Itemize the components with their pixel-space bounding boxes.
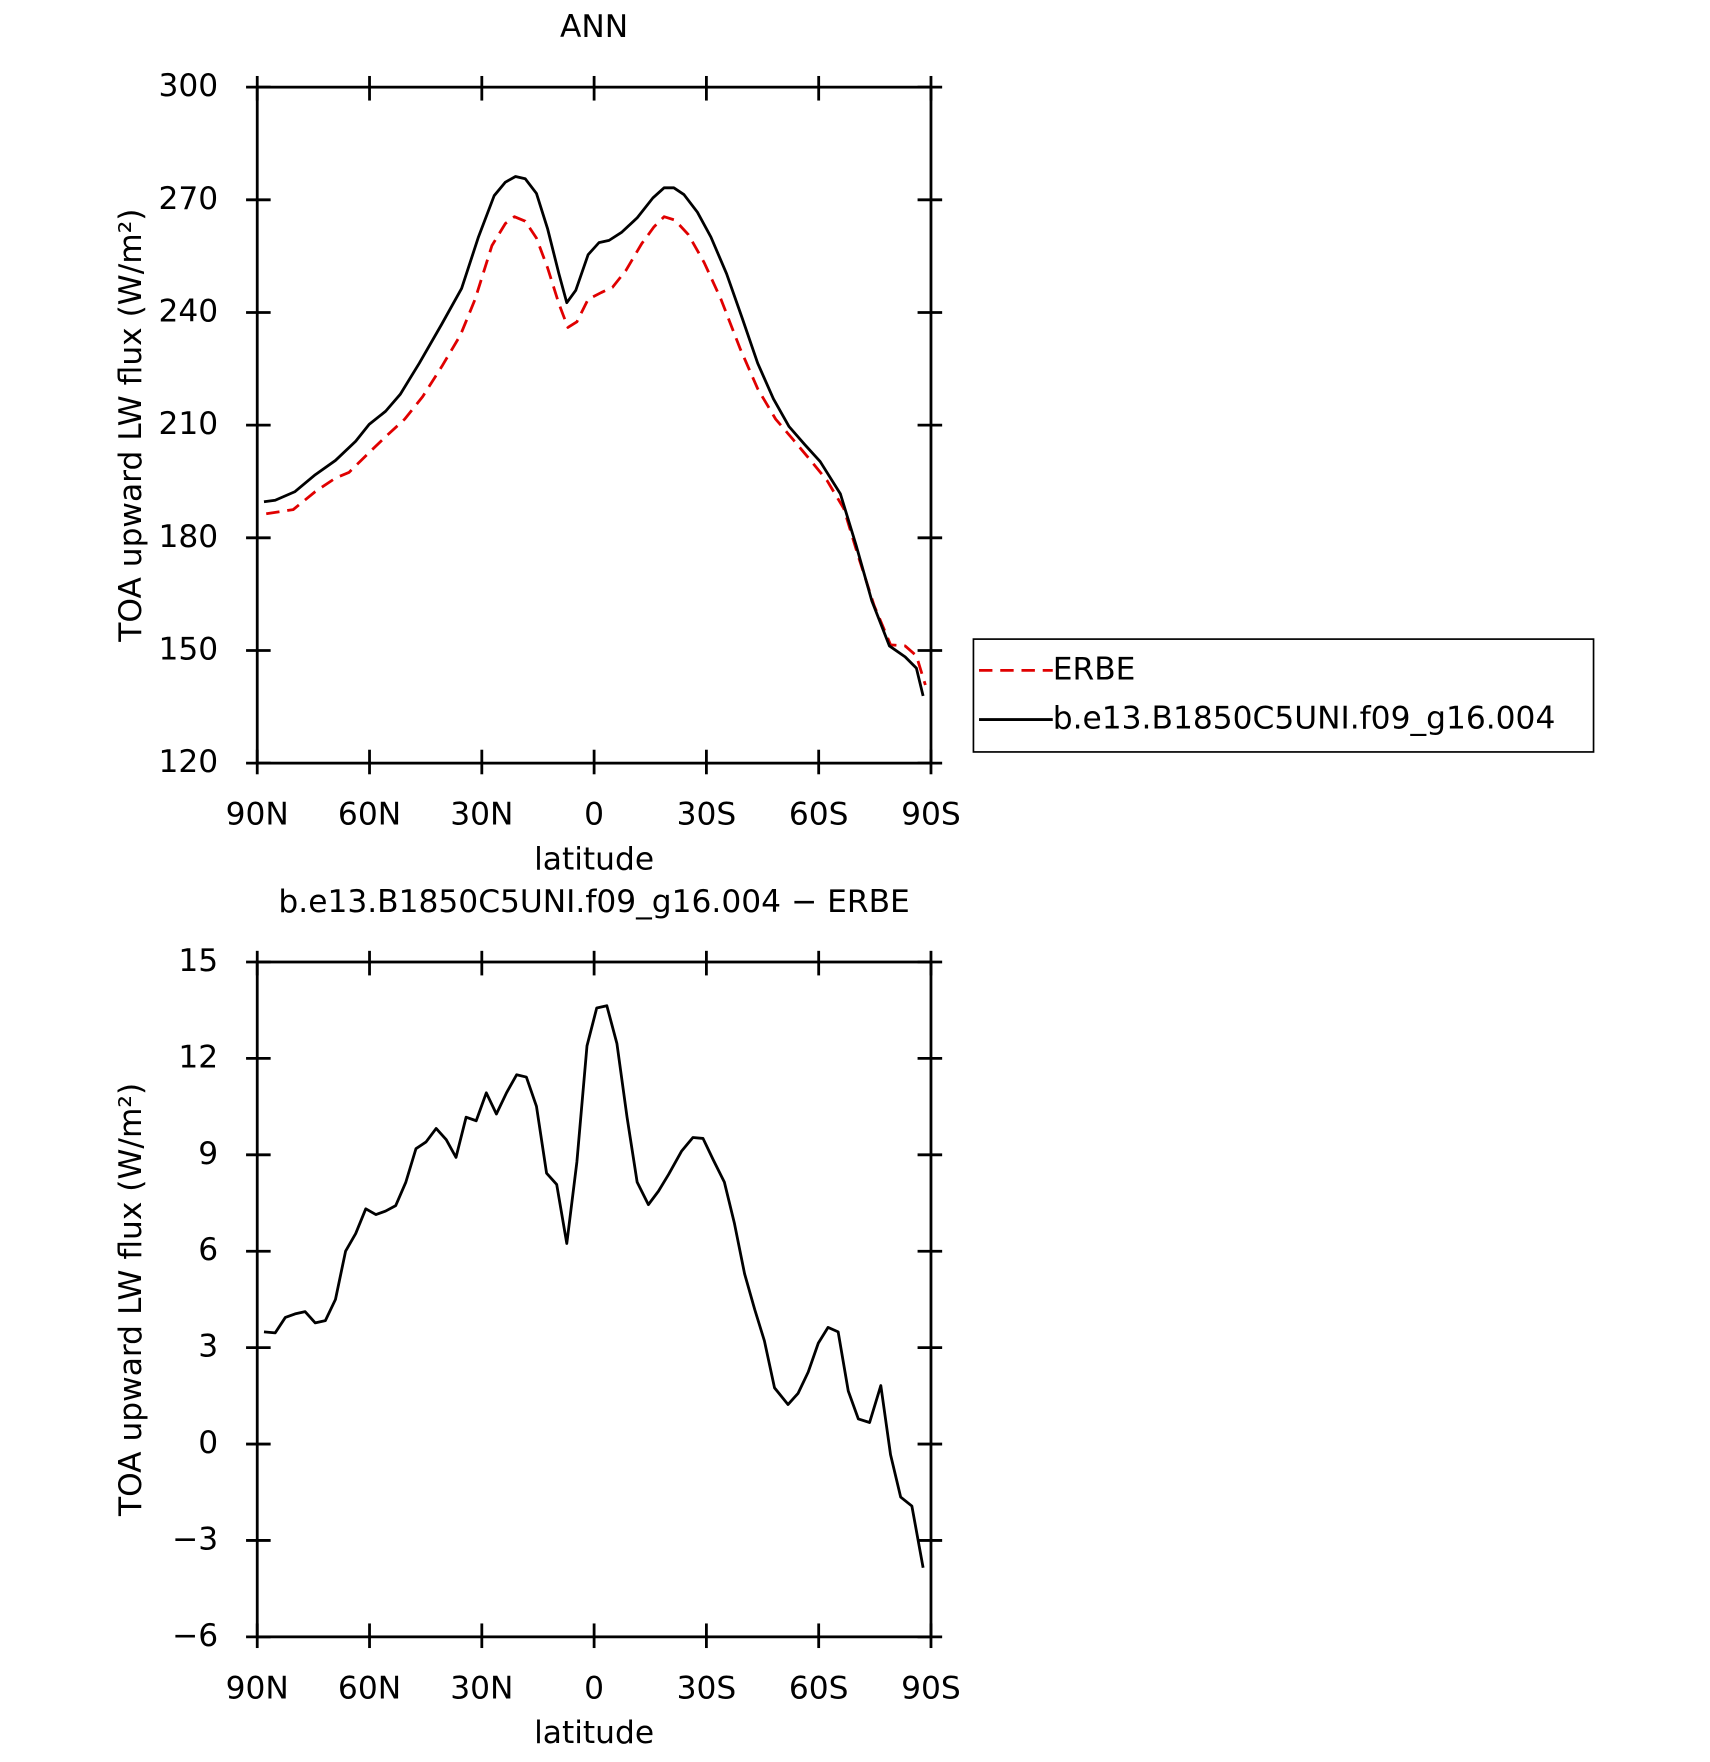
y-tick-label: 270 (158, 181, 218, 217)
x-tick-label: 60S (789, 1670, 849, 1706)
x-tick-label: 0 (584, 1670, 604, 1706)
y-tick-label: 300 (158, 68, 218, 104)
chart-title: b.e13.B1850C5UNI.f09_g16.004 − ERBE (278, 884, 909, 920)
legend-label: ERBE (1053, 651, 1136, 687)
x-tick-label: 30N (450, 1670, 513, 1706)
plot-frame (255, 960, 933, 1639)
y-tick-label: 150 (158, 631, 218, 667)
x-tick-label: 60N (338, 1670, 401, 1706)
y-tick-label: 6 (198, 1232, 218, 1268)
x-tick-label: 30S (677, 797, 737, 833)
y-axis-label: TOA upward LW flux (W/m²) (113, 1083, 149, 1517)
chart-title: ANN (560, 9, 628, 45)
legend-label: b.e13.B1850C5UNI.f09_g16.004 (1053, 701, 1556, 737)
plot-frame (255, 85, 933, 765)
y-tick-label: −6 (172, 1618, 218, 1654)
x-axis-label: latitude (534, 841, 654, 877)
x-tick-label: 0 (584, 797, 604, 833)
x-axis-label: latitude (534, 1715, 654, 1751)
x-tick-label: 90N (226, 1670, 289, 1706)
x-tick-label: 60S (789, 797, 849, 833)
data-line (266, 215, 927, 686)
y-tick-label: 180 (158, 519, 218, 555)
y-axis-label: TOA upward LW flux (W/m²) (113, 209, 149, 643)
y-tick-label: 15 (178, 943, 218, 979)
y-tick-label: 240 (158, 293, 218, 329)
x-tick-label: 90S (901, 1670, 961, 1706)
x-tick-label: 30N (450, 797, 513, 833)
legend-box (972, 638, 1595, 753)
x-tick-label: 90N (226, 797, 289, 833)
y-tick-label: 120 (158, 744, 218, 780)
y-tick-label: −3 (172, 1521, 218, 1557)
data-line (263, 1004, 925, 1569)
x-tick-label: 30S (677, 1670, 737, 1706)
x-tick-label: 60N (338, 797, 401, 833)
data-line (263, 175, 925, 697)
y-tick-label: 9 (198, 1136, 218, 1172)
y-tick-label: 210 (158, 406, 218, 442)
y-tick-label: 3 (198, 1329, 218, 1365)
x-tick-label: 90S (901, 797, 961, 833)
y-tick-label: 12 (178, 1039, 218, 1075)
y-tick-label: 0 (198, 1425, 218, 1461)
